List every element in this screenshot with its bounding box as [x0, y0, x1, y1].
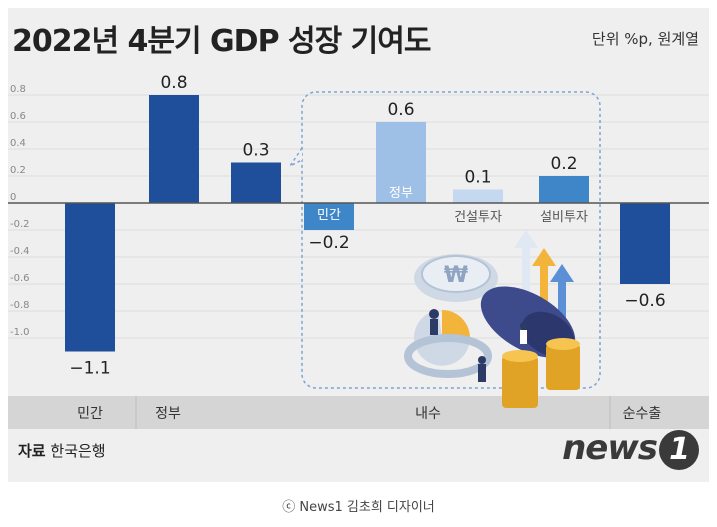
coin-stack-icon [546, 344, 580, 390]
page-title: 2022년 4분기 GDP 성장 기여도 [12, 24, 431, 59]
bar-private [65, 203, 115, 352]
news1-logo: news 1 [562, 428, 699, 470]
arrow-up-icon [514, 230, 538, 326]
coin-stack-top [502, 350, 538, 362]
won-symbol-icon: ₩ [444, 263, 468, 288]
source-name: 한국은행 [50, 442, 106, 460]
category-label-domestic-private: 민간 [317, 208, 341, 223]
bar-chart: 0.8 0.6 0.4 0.2 0 -0.2 -0.4 -0.6 -0.8 -1.0 ₩ [8, 73, 709, 429]
arrow-up-icon [550, 264, 574, 326]
y-tick-label: 0.2 [10, 165, 26, 176]
source-line: 자료 한국은행 [18, 440, 106, 461]
logo-mark: 1 [659, 429, 699, 470]
category-label-domestic-equipment: 설비투자 [540, 210, 588, 225]
x-axis-label: 정부 [155, 406, 181, 422]
value-label-net-exports: −0.6 [624, 291, 665, 311]
person-icon [478, 356, 486, 364]
bar-domestic-government [376, 122, 426, 203]
person-body [478, 364, 486, 382]
domestic-breakdown-box [301, 91, 601, 389]
callout-pointer [287, 147, 303, 168]
logo-text: news [562, 428, 658, 468]
ring-chart-icon [404, 334, 492, 378]
image-credit: ⓒ News1 김초희 디자이너 [282, 500, 435, 515]
bar-net-exports [620, 203, 670, 284]
category-label-domestic-construction: 건설투자 [454, 210, 502, 225]
x-axis-label: 민간 [77, 406, 103, 422]
x-axis-band [8, 396, 709, 429]
category-label-domestic-government: 정부 [389, 186, 413, 201]
infographic-card: 0.8 0.6 0.4 0.2 0 -0.2 -0.4 -0.6 -0.8 -1.0 ₩ [8, 8, 709, 482]
arrow-up-icon [532, 248, 556, 326]
bar-government [149, 95, 199, 203]
y-tick-label: -0.2 [10, 219, 30, 230]
y-tick-label: 0 [10, 192, 16, 203]
value-label-domestic-government: 0.6 [387, 100, 414, 120]
person-body [520, 330, 527, 344]
y-tick-label: -0.4 [10, 246, 30, 257]
value-label-domestic: 0.3 [242, 141, 269, 161]
bar-domestic-equipment [539, 176, 589, 203]
person-icon [520, 322, 528, 330]
x-axis-label: 내수 [415, 406, 441, 422]
bar-domestic [231, 162, 281, 203]
bar-domestic-construction [453, 189, 503, 203]
coin-stack-icon [502, 356, 538, 408]
y-tick-label: -0.8 [10, 300, 30, 311]
person-icon [429, 309, 439, 319]
won-coin-face [421, 255, 491, 293]
value-label-domestic-construction: 0.1 [464, 168, 491, 188]
y-tick-label: -1.0 [10, 327, 30, 338]
source-label: 자료 [18, 442, 46, 460]
value-label-private: −1.1 [69, 359, 110, 379]
y-tick-label: -0.6 [10, 273, 30, 284]
bar-domestic-private [304, 203, 354, 230]
y-tick-label: 0.6 [10, 111, 26, 122]
value-label-domestic-equipment: 0.2 [550, 154, 577, 174]
value-label-government: 0.8 [160, 73, 187, 93]
person-body [430, 319, 438, 335]
y-tick-label: 0.4 [10, 138, 26, 149]
coin-stack-top [546, 338, 580, 350]
unit-label: 단위 %p, 원계열 [591, 30, 699, 48]
pie-chart-slice [414, 310, 470, 366]
x-axis-label: 순수출 [623, 406, 662, 422]
illustration: ₩ [404, 230, 580, 408]
value-label-domestic-private: −0.2 [308, 233, 349, 253]
y-tick-label: 0.8 [10, 84, 26, 95]
pie-chart-icon [442, 310, 470, 338]
